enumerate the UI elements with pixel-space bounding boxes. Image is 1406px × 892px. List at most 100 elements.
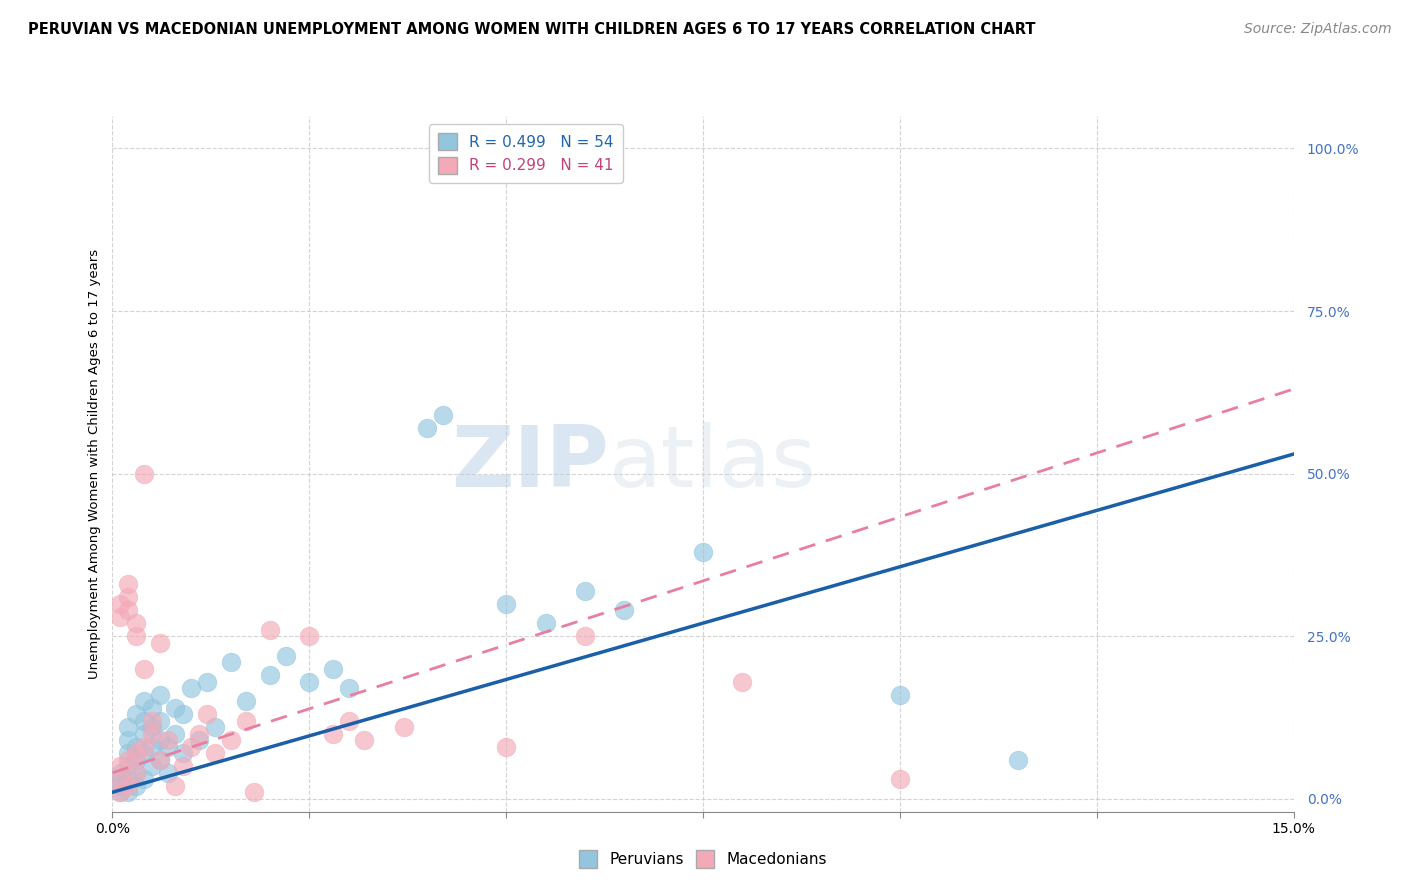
Point [110,785,132,799]
Point [274,648,297,663]
Point [110,609,132,624]
Point [141,759,163,773]
Point [416,421,439,435]
Point [132,662,155,676]
Point [149,753,172,767]
Point [692,544,714,558]
Point [1007,753,1029,767]
Point [132,746,155,760]
Point [125,765,148,780]
Point [165,727,187,741]
Point [132,467,155,481]
Point [125,707,148,722]
Point [204,720,226,734]
Point [353,733,375,747]
Point [322,727,344,741]
Point [149,714,172,728]
Point [156,739,179,754]
Point [337,714,360,728]
Point [165,779,187,793]
Text: Source: ZipAtlas.com: Source: ZipAtlas.com [1244,22,1392,37]
Point [188,727,211,741]
Point [125,739,148,754]
Point [117,772,139,787]
Point [141,727,163,741]
Point [259,668,281,682]
Point [172,759,194,773]
Point [322,662,344,676]
Point [235,694,257,708]
Point [204,746,226,760]
Point [125,746,148,760]
Point [110,759,132,773]
Text: ZIP: ZIP [451,422,609,506]
Point [298,674,321,689]
Point [180,739,202,754]
Point [149,635,172,649]
Point [495,739,517,754]
Point [110,772,132,787]
Point [392,720,415,734]
Point [172,746,194,760]
Point [574,583,596,598]
Point [432,408,454,422]
Point [180,681,202,695]
Point [110,597,132,611]
Point [195,707,218,722]
Point [243,785,266,799]
Point [125,779,148,793]
Point [117,577,139,591]
Point [141,714,163,728]
Point [235,714,257,728]
Point [125,753,148,767]
Point [195,674,218,689]
Point [132,739,155,754]
Point [534,616,557,631]
Text: PERUVIAN VS MACEDONIAN UNEMPLOYMENT AMONG WOMEN WITH CHILDREN AGES 6 TO 17 YEARS: PERUVIAN VS MACEDONIAN UNEMPLOYMENT AMON… [28,22,1036,37]
Point [125,765,148,780]
Point [141,739,163,754]
Point [132,694,155,708]
Point [117,746,139,760]
Y-axis label: Unemployment Among Women with Children Ages 6 to 17 years: Unemployment Among Women with Children A… [89,249,101,679]
Point [117,753,139,767]
Point [889,772,911,787]
Point [259,623,281,637]
Point [117,785,139,799]
Point [165,700,187,714]
Point [110,779,132,793]
Point [149,688,172,702]
Point [219,733,242,747]
Point [117,733,139,747]
Point [156,733,179,747]
Point [110,772,132,787]
Point [117,720,139,734]
Point [219,655,242,669]
Point [298,629,321,643]
Point [141,720,163,734]
Point [149,733,172,747]
Point [613,603,636,617]
Point [110,765,132,780]
Point [495,597,517,611]
Point [125,616,148,631]
Point [188,733,211,747]
Point [337,681,360,695]
Point [132,714,155,728]
Point [149,753,172,767]
Point [156,765,179,780]
Legend: Peruvians, Macedonians: Peruvians, Macedonians [572,844,834,873]
Point [889,688,911,702]
Point [132,727,155,741]
Point [117,779,139,793]
Point [117,603,139,617]
Point [110,785,132,799]
Point [172,707,194,722]
Point [141,700,163,714]
Point [117,759,139,773]
Point [125,629,148,643]
Text: atlas: atlas [609,422,817,506]
Point [117,590,139,604]
Point [132,772,155,787]
Point [574,629,596,643]
